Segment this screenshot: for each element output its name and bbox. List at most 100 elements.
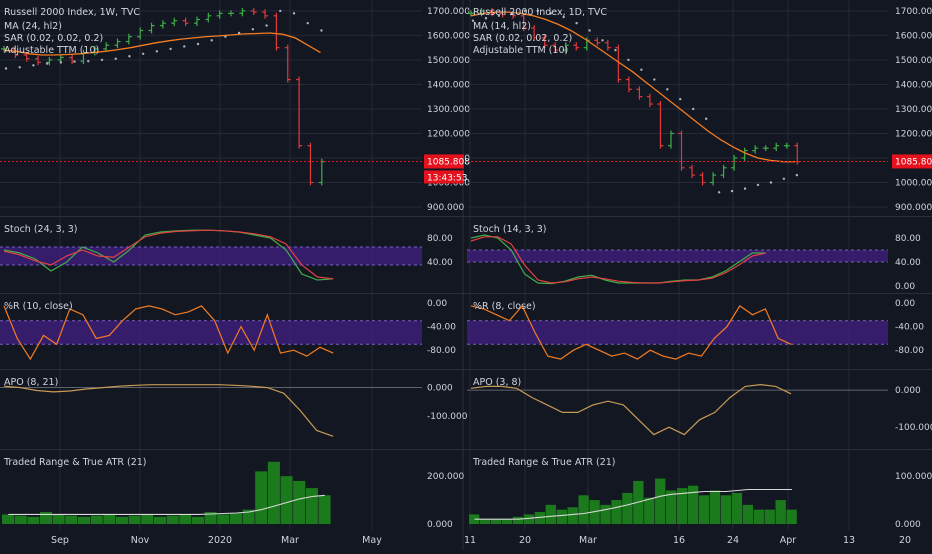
sar-dot bbox=[265, 24, 268, 27]
atr-hist-bar bbox=[2, 514, 15, 524]
atr-tick-label: 100.000 bbox=[895, 472, 932, 482]
price-tick-label: 1600.000 bbox=[895, 31, 932, 41]
ma-line bbox=[470, 11, 796, 163]
sar-dot bbox=[549, 12, 552, 15]
atr-hist-bar bbox=[698, 495, 710, 524]
atr-hist-bar bbox=[479, 519, 491, 524]
time-tick-label: 11 bbox=[464, 535, 476, 546]
atr-hist-bar bbox=[556, 509, 567, 524]
chart-weekly[interactable]: 1700.000 1600.000 1500.000 1400.000 1300.000… bbox=[0, 0, 470, 546]
sar-dot bbox=[640, 68, 643, 71]
sar-dot bbox=[32, 64, 35, 67]
sar-dot bbox=[497, 14, 501, 18]
oscillator-tick-label: 40.00 bbox=[895, 258, 921, 268]
atr-tick-label: 0.000 bbox=[895, 520, 921, 530]
sar-dot bbox=[100, 58, 104, 62]
atr-tick-label: 200.000 bbox=[427, 472, 464, 482]
stoch-d-line bbox=[470, 236, 766, 284]
sar-dot bbox=[666, 88, 669, 91]
oscillator-tick-label: -100.000 bbox=[427, 412, 468, 422]
apo-line bbox=[3, 384, 334, 437]
time-tick-label: 13 bbox=[843, 535, 855, 546]
stoch-k-line bbox=[3, 229, 334, 281]
sar-dot bbox=[717, 191, 721, 194]
sar-dot bbox=[196, 42, 200, 46]
pane-title: %R (8, close) bbox=[473, 301, 536, 312]
sar-dot bbox=[169, 47, 172, 51]
sar-dot bbox=[4, 67, 8, 70]
sar-dot bbox=[730, 189, 734, 193]
time-tick-label: 16 bbox=[673, 535, 685, 546]
atr-hist-bar bbox=[179, 514, 192, 524]
oscillator-tick-label: 0.000 bbox=[427, 384, 453, 394]
atr-hist-bar bbox=[318, 495, 331, 524]
atr-hist-bar bbox=[731, 492, 743, 524]
indicator-legend-item: Adjustable TTM (10) bbox=[473, 45, 568, 56]
sar-dot bbox=[128, 55, 131, 58]
atr-hist-bar bbox=[786, 509, 797, 524]
atr-hist-bar bbox=[469, 514, 480, 524]
time-tick-label: 24 bbox=[727, 535, 739, 546]
williams-r-line bbox=[3, 305, 334, 361]
atr-hist-bar bbox=[103, 514, 116, 524]
time-tick-label: Mar bbox=[579, 535, 597, 546]
apo-line bbox=[470, 383, 792, 436]
atr-hist-bar bbox=[523, 514, 535, 524]
price-tick-label: 1700.000 bbox=[427, 7, 470, 17]
sar-dot bbox=[18, 66, 21, 69]
pane-title: %R (10, close) bbox=[4, 301, 73, 312]
oscillator-band bbox=[0, 320, 422, 345]
time-tick-label: Apr bbox=[780, 535, 797, 546]
atr-hist-bar bbox=[229, 513, 242, 524]
sar-dot bbox=[692, 107, 695, 111]
atr-hist-bar bbox=[512, 516, 524, 524]
oscillator-tick-label: 80.00 bbox=[427, 234, 453, 244]
oscillator-band bbox=[467, 320, 888, 345]
stoch-k-line bbox=[470, 234, 766, 285]
atr-hist-bar bbox=[545, 504, 556, 524]
atr-hist-bar bbox=[666, 490, 677, 524]
oscillator-band bbox=[0, 247, 422, 265]
oscillator-tick-label: -80.00 bbox=[895, 346, 924, 356]
chart-daily[interactable]: 1700.000 1600.000 1500.000 1400.000 1300.000… bbox=[464, 0, 932, 546]
oscillator-tick-label: -80.00 bbox=[427, 346, 456, 356]
sar-dot bbox=[510, 12, 514, 15]
atr-hist-bar bbox=[141, 514, 154, 524]
price-tick-label: 1200.000 bbox=[427, 129, 470, 139]
time-tick-label: Nov bbox=[131, 535, 150, 546]
atr-hist-bar bbox=[644, 497, 655, 524]
sar-dot bbox=[306, 21, 309, 25]
atr-hist-bar bbox=[115, 516, 128, 524]
symbol-title: Russell 2000 Index, 1D, TVC bbox=[473, 7, 607, 18]
sar-dot bbox=[627, 58, 630, 62]
pane-title: Traded Range & True ATR (21) bbox=[3, 457, 147, 468]
time-tick-label: 20 bbox=[519, 535, 531, 546]
sar-dot bbox=[45, 62, 49, 65]
price-tick-label: 1300.000 bbox=[427, 105, 470, 115]
price-tick-label: 1500.000 bbox=[427, 56, 470, 66]
atr-hist-bar bbox=[753, 509, 764, 524]
atr-hist-bar bbox=[676, 488, 688, 524]
atr-hist-bar bbox=[578, 495, 589, 524]
oscillator-tick-label: 0.000 bbox=[895, 386, 921, 396]
atr-hist-bar bbox=[720, 495, 732, 524]
atr-hist-bar bbox=[501, 519, 513, 524]
atr-hist-bar bbox=[655, 478, 666, 524]
price-tick-label: 1400.000 bbox=[427, 80, 470, 90]
price-tick-label: 1500.000 bbox=[895, 56, 932, 66]
atr-hist-bar bbox=[293, 480, 306, 524]
sar-dot bbox=[756, 183, 760, 187]
pane-title: Stoch (24, 3, 3) bbox=[4, 224, 78, 235]
sar-dot bbox=[523, 9, 527, 13]
sar-dot bbox=[183, 45, 186, 48]
atr-hist-bar bbox=[611, 500, 622, 524]
atr-hist-bar bbox=[90, 515, 103, 524]
last-price-badge bbox=[892, 154, 932, 169]
pane-title: Traded Range & True ATR (21) bbox=[472, 457, 616, 468]
atr-hist-bar bbox=[267, 461, 280, 524]
oscillator-tick-label: 0.00 bbox=[895, 299, 915, 309]
sar-dot bbox=[743, 187, 747, 190]
